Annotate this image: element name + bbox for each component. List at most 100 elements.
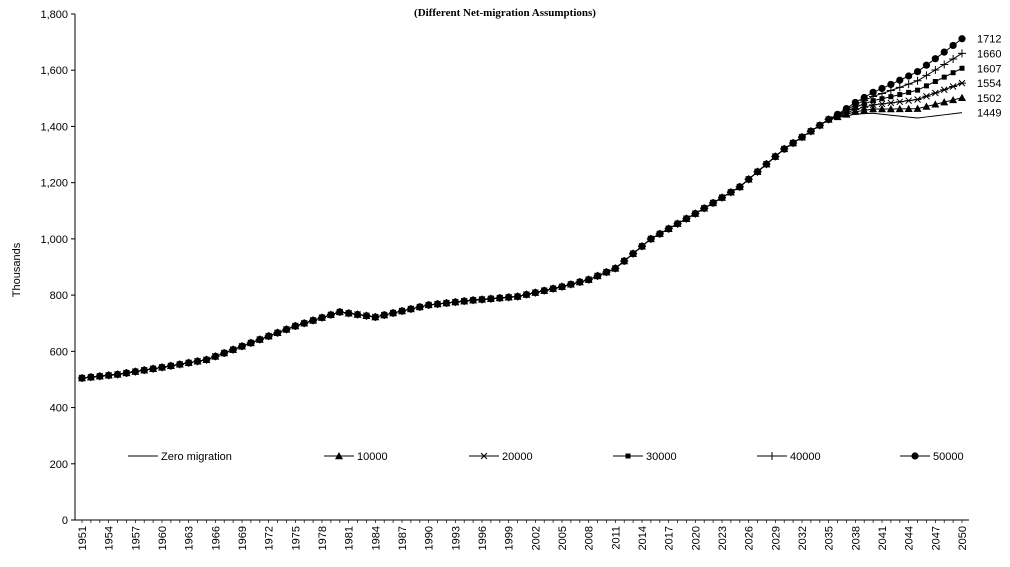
circle-marker [762,160,771,168]
circle-marker [807,127,815,135]
asterisk-marker [480,452,488,460]
circle-marker [638,242,646,250]
circle-marker [96,372,104,380]
x-tick-label: 2041 [877,526,889,550]
y-tick-label: 1,600 [40,65,68,77]
x-tick-label: 1963 [184,526,196,550]
circle-marker [291,322,299,330]
circle-marker [949,41,957,50]
circle-marker [247,339,255,347]
circle-marker [825,115,833,124]
asterisk-marker [886,99,895,107]
x-tick-label: 1975 [290,526,302,550]
end-value-label: 1712 [977,34,1001,46]
x-tick-label: 2002 [530,526,542,550]
asterisk-marker [913,96,922,103]
triangle-marker [860,106,869,114]
circle-marker [789,139,797,147]
y-axis-label: Thousands [11,242,23,297]
plus-marker [931,65,940,74]
x-tick-label: 1966 [210,526,222,550]
circle-marker [780,145,788,153]
end-value-label: 1449 [977,108,1001,120]
legend-label: 10000 [357,451,388,463]
x-tick-label: 2023 [717,526,729,550]
circle-marker [576,278,584,286]
x-tick-label: 2047 [930,526,942,550]
circle-marker [913,68,922,76]
x-tick-label: 2050 [957,526,969,550]
legend-item: 30000 [613,451,677,463]
x-tick-label: 2020 [690,526,702,550]
circle-marker [273,329,282,337]
asterisk-marker [931,89,940,97]
square-marker [932,79,938,85]
triangle-marker [949,95,958,104]
y-tick-label: 800 [50,290,68,302]
square-marker [915,87,921,93]
circle-marker [896,76,904,84]
series-zero-migration [81,112,963,379]
x-tick-label: 2035 [824,526,836,550]
circle-marker [353,310,362,319]
circle-marker [496,294,504,302]
square-marker [897,92,903,98]
square-marker [959,65,965,71]
legend: Zero migration 10000 20000 30000 40000 50000 [128,451,964,463]
legend-label: Zero migration [161,451,232,463]
end-value-label: 1554 [977,78,1001,90]
square-marker [625,453,631,459]
circle-marker [389,309,397,317]
circle-marker [318,314,326,322]
x-tick-label: 2032 [797,526,809,550]
circle-marker [911,452,919,460]
circle-marker [220,349,228,357]
square-marker [870,98,876,104]
circle-marker [345,309,353,317]
circle-marker [851,98,859,107]
circle-marker [140,366,148,374]
circle-marker [736,183,744,191]
asterisk-marker [958,79,966,87]
x-tick-label: 1978 [317,526,329,550]
series-20000 [78,79,966,382]
plus-marker [913,76,922,85]
asterisk-marker [895,98,904,106]
legend-item: 20000 [469,451,533,463]
asterisk-marker [922,92,931,100]
x-tick-label: 2014 [637,526,649,550]
x-tick-label: 1993 [450,526,462,550]
x-tick-label: 1981 [344,526,356,550]
asterisk-marker [904,97,913,105]
series-line [81,97,963,379]
circle-marker [238,342,246,350]
circle-marker [300,319,308,327]
x-tick-label: 2044 [904,526,916,550]
circle-marker [745,175,753,183]
triangle-marker [940,98,949,106]
series-30000 [79,65,965,381]
circle-marker [256,335,264,344]
circle-marker [691,209,699,218]
circle-marker [469,296,477,304]
circle-marker [647,235,655,243]
x-tick-label: 1996 [477,526,489,550]
circle-marker [860,93,868,102]
y-tick-label: 1,000 [40,234,68,246]
plus-marker [768,452,776,460]
circle-marker [940,48,948,56]
x-tick-label: 1999 [504,526,516,550]
plus-marker [922,71,931,80]
circle-marker [833,110,842,118]
circle-marker [265,332,273,340]
legend-item: 40000 [757,451,821,463]
y-tick-label: 600 [50,346,68,358]
y-tick-label: 1,800 [40,9,68,21]
x-tick-label: 2038 [850,526,862,550]
circle-marker [540,287,548,295]
square-marker [879,96,885,102]
circle-marker [167,362,175,370]
circle-marker [878,84,886,93]
circle-marker [602,268,611,276]
